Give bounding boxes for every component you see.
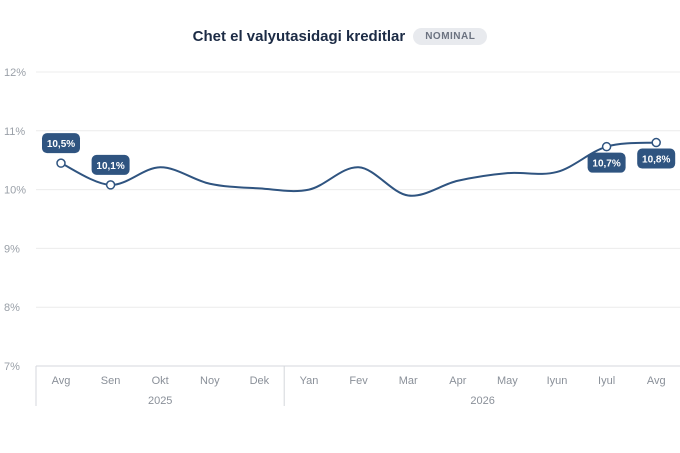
y-tick-label: 11% <box>4 126 25 138</box>
data-label-box <box>42 133 80 154</box>
data-label-box <box>587 152 626 173</box>
chart-header: Chet el valyutasidagi kreditlar NOMINAL <box>0 28 680 45</box>
x-tick-label: Avg <box>647 375 666 387</box>
x-tick-label: Avg <box>52 375 71 387</box>
data-label-box <box>91 154 130 175</box>
data-label: 10,7% <box>592 159 620 170</box>
nominal-badge[interactable]: NOMINAL <box>413 28 488 45</box>
x-tick-label: Mar <box>399 375 418 387</box>
x-tick-label: Apr <box>449 375 466 387</box>
data-point <box>601 141 612 152</box>
series-line <box>60 141 657 197</box>
x-tick-label: Yan <box>300 375 319 387</box>
year-label: 2026 <box>470 395 494 407</box>
data-point <box>651 137 661 148</box>
x-tick-label: Iyul <box>598 375 615 387</box>
y-tick-label: 9% <box>4 243 20 255</box>
y-tick-label: 7% <box>4 361 20 373</box>
x-tick-label: Okt <box>152 375 169 387</box>
data-point <box>56 158 66 168</box>
data-label: 10,1% <box>96 161 124 172</box>
year-label: 2025 <box>148 395 172 407</box>
x-tick-label: Dek <box>250 375 270 387</box>
data-label: 10,5% <box>47 139 75 150</box>
x-tick-label: May <box>497 375 518 387</box>
y-tick-label: 12% <box>4 67 26 79</box>
x-tick-label: Iyun <box>547 375 568 387</box>
x-tick-label: Noy <box>200 375 220 387</box>
data-point <box>105 180 116 190</box>
x-tick-label: Sen <box>101 375 121 387</box>
x-tick-label: Fev <box>349 375 368 387</box>
data-label: 10,8% <box>642 155 670 166</box>
chart-title: Chet el valyutasidagi kreditlar <box>192 28 406 45</box>
data-label-box <box>637 148 676 169</box>
y-tick-label: 8% <box>4 302 20 314</box>
y-tick-label: 10% <box>4 185 26 197</box>
